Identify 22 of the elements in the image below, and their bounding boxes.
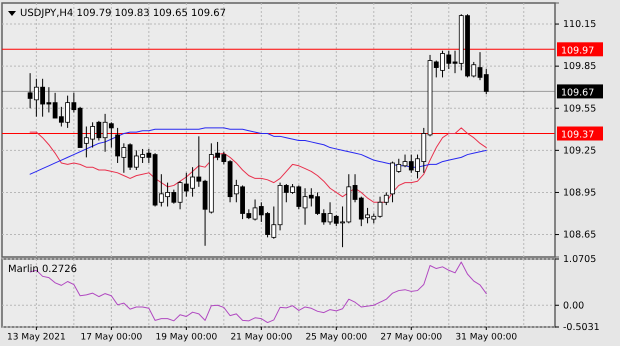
y-tick-label: 0.00 xyxy=(563,300,584,312)
y-tick-label: 108.95 xyxy=(563,187,596,198)
x-tick-label: 25 May 00:00 xyxy=(305,332,368,342)
ref-line-label: 109.97 xyxy=(561,45,594,56)
x-tick-label: 19 May 00:00 xyxy=(155,332,218,342)
y-tick-label: 110.15 xyxy=(563,19,596,30)
ref-line-label: 109.37 xyxy=(561,130,594,141)
y-tick-label: 1.0705 xyxy=(563,254,596,266)
x-tick-label: 31 May 00:00 xyxy=(455,332,518,342)
x-tick-label: 21 May 00:00 xyxy=(230,332,292,342)
line-series xyxy=(30,127,487,175)
y-tick-label: 109.25 xyxy=(563,145,596,156)
x-tick-label: 27 May 00:00 xyxy=(380,332,442,342)
text: USDJPY,H4 109.79 109.83 109.65 109.67 xyxy=(20,8,226,19)
y-tick-label: 108.65 xyxy=(563,230,596,241)
x-tick-label: 17 May 00:00 xyxy=(80,332,142,342)
x-tick-label: 13 May 2021 xyxy=(7,332,66,342)
y-tick-label: -0.5031 xyxy=(563,322,600,334)
y-tick-label: 109.85 xyxy=(563,61,596,72)
ref-line-label: 109.67 xyxy=(561,87,594,98)
y-tick-label: 109.55 xyxy=(563,103,596,114)
text: Marlin 0.2726 xyxy=(8,264,77,275)
